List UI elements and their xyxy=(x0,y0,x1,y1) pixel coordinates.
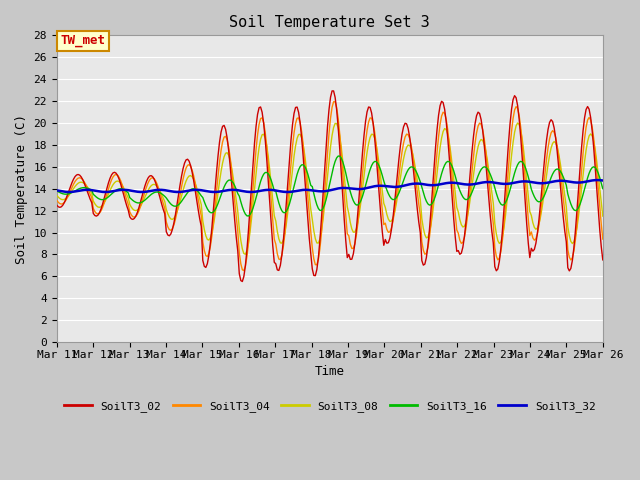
Legend: SoilT3_02, SoilT3_04, SoilT3_08, SoilT3_16, SoilT3_32: SoilT3_02, SoilT3_04, SoilT3_08, SoilT3_… xyxy=(60,397,600,417)
Text: TW_met: TW_met xyxy=(60,35,106,48)
Title: Soil Temperature Set 3: Soil Temperature Set 3 xyxy=(229,15,430,30)
Y-axis label: Soil Temperature (C): Soil Temperature (C) xyxy=(15,114,28,264)
X-axis label: Time: Time xyxy=(315,365,345,378)
